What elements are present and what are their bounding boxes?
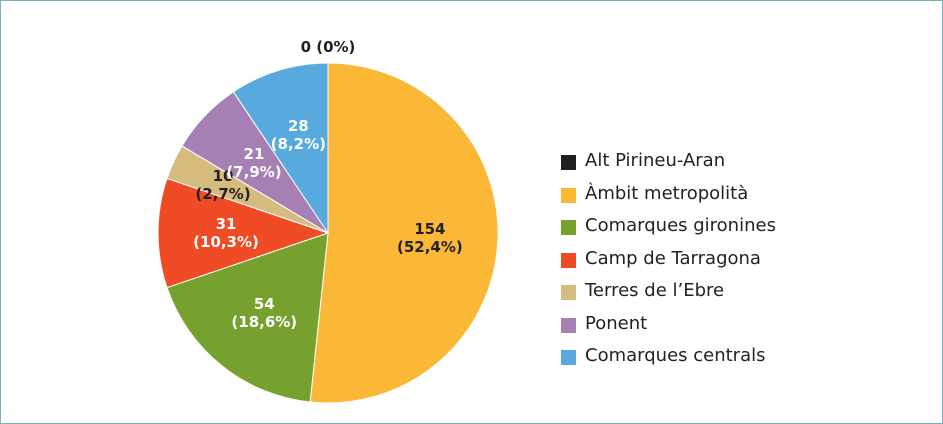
pie-slice [232, 62, 329, 235]
legend-label: Comarques centrals [585, 345, 766, 366]
data-label: 54 (18,6%) [231, 294, 298, 331]
data-label: 28 (8,2%) [270, 117, 326, 154]
legend-label: Ponent [585, 312, 648, 334]
legend-swatch [561, 350, 576, 365]
legend-swatch [561, 285, 576, 300]
data-label: 21 (7,9%) [226, 144, 282, 181]
legend-swatch [561, 252, 576, 268]
pie-slice [166, 232, 329, 403]
legend-swatch [561, 155, 576, 170]
legend-swatch [561, 317, 576, 333]
legend-label: Terres de l’Ebre [585, 280, 725, 301]
data-label: 154 (52,4%) [396, 220, 463, 257]
data-label: 31 (10,3%) [193, 215, 259, 251]
legend-label: Àmbit metropolità [585, 182, 749, 204]
legend-label: Comarques gironines [585, 215, 776, 236]
legend-label: Camp de Tarragona [585, 247, 761, 269]
legend-label: Alt Pirineu-Aran [585, 150, 726, 171]
data-label: 0 (0%) [300, 38, 356, 56]
legend-swatch [561, 187, 576, 203]
pie-slice [309, 62, 499, 404]
legend-swatch [561, 220, 576, 235]
pie-slice [157, 177, 330, 289]
data-label: 10 (2,7%) [195, 166, 251, 203]
